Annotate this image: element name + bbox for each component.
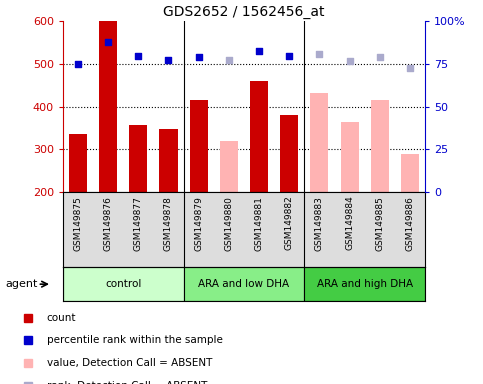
Point bbox=[104, 38, 112, 45]
Text: GSM149878: GSM149878 bbox=[164, 196, 173, 251]
Point bbox=[195, 54, 202, 60]
Text: count: count bbox=[47, 313, 76, 323]
Text: value, Detection Call = ABSENT: value, Detection Call = ABSENT bbox=[47, 358, 212, 368]
Text: GSM149875: GSM149875 bbox=[73, 196, 83, 251]
Bar bbox=[99, 21, 117, 192]
Text: rank, Detection Call = ABSENT: rank, Detection Call = ABSENT bbox=[47, 381, 207, 384]
Bar bbox=[189, 100, 208, 192]
Bar bbox=[304, 267, 425, 301]
Text: GSM149877: GSM149877 bbox=[134, 196, 143, 251]
Point bbox=[406, 65, 414, 71]
Text: GSM149883: GSM149883 bbox=[315, 196, 324, 251]
Point bbox=[74, 61, 82, 67]
Bar bbox=[401, 154, 419, 192]
Point bbox=[285, 53, 293, 59]
Bar bbox=[341, 121, 358, 192]
Bar bbox=[371, 100, 389, 192]
Text: control: control bbox=[105, 279, 142, 289]
Title: GDS2652 / 1562456_at: GDS2652 / 1562456_at bbox=[163, 5, 325, 19]
Text: GSM149885: GSM149885 bbox=[375, 196, 384, 251]
Text: GSM149884: GSM149884 bbox=[345, 196, 354, 250]
Text: percentile rank within the sample: percentile rank within the sample bbox=[47, 336, 223, 346]
Text: GSM149881: GSM149881 bbox=[255, 196, 264, 251]
Bar bbox=[220, 141, 238, 192]
Text: ARA and low DHA: ARA and low DHA bbox=[199, 279, 289, 289]
Bar bbox=[250, 81, 268, 192]
Bar bbox=[159, 129, 178, 192]
Text: agent: agent bbox=[5, 279, 38, 289]
Text: GSM149886: GSM149886 bbox=[405, 196, 414, 251]
Bar bbox=[280, 115, 298, 192]
Text: ARA and high DHA: ARA and high DHA bbox=[316, 279, 413, 289]
Text: GSM149879: GSM149879 bbox=[194, 196, 203, 251]
Text: GSM149882: GSM149882 bbox=[284, 196, 294, 250]
Point bbox=[225, 56, 233, 63]
Bar bbox=[63, 267, 184, 301]
Point bbox=[315, 51, 323, 58]
Point bbox=[255, 48, 263, 54]
Bar bbox=[311, 93, 328, 192]
Point bbox=[134, 53, 142, 59]
Point bbox=[346, 58, 354, 64]
Bar bbox=[69, 134, 87, 192]
Text: GSM149880: GSM149880 bbox=[224, 196, 233, 251]
Text: GSM149876: GSM149876 bbox=[103, 196, 113, 251]
Point bbox=[165, 56, 172, 63]
Bar bbox=[184, 267, 304, 301]
Point bbox=[376, 53, 384, 60]
Bar bbox=[129, 124, 147, 192]
